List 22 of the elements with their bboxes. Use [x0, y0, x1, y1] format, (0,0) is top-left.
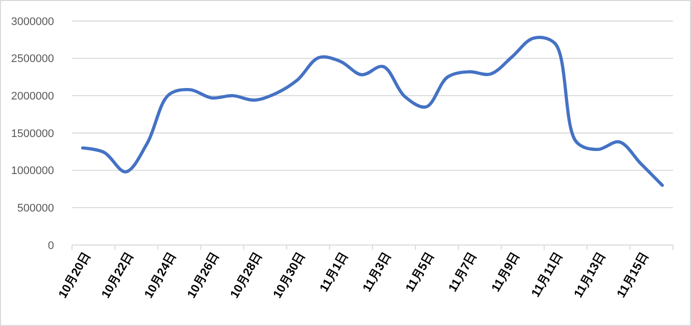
- y-tick-label: 3000000: [11, 16, 54, 28]
- x-tick-label: 10月20日: [55, 250, 93, 301]
- x-tick-label: 11月15日: [614, 250, 652, 300]
- y-tick-label: 1500000: [11, 128, 54, 140]
- y-tick-label: 500000: [17, 202, 54, 215]
- x-tick-label: 11月9日: [488, 250, 522, 294]
- y-tick-label: 1000000: [11, 165, 54, 178]
- line-series: [81, 36, 664, 187]
- x-tick-label: 10月30日: [270, 250, 308, 301]
- x-tick-label: 11月11日: [528, 250, 566, 300]
- x-tick-label: 10月28日: [227, 250, 265, 301]
- x-tick-label: 10月26日: [184, 250, 222, 301]
- x-tick-label: 11月3日: [360, 250, 394, 294]
- y-tick-label: 2000000: [11, 90, 54, 103]
- x-tick-label: 10月24日: [141, 250, 179, 301]
- x-tick-label: 10月22日: [98, 250, 136, 301]
- x-tick-label: 11月13日: [570, 250, 608, 300]
- x-tick-label: 11月7日: [446, 250, 480, 294]
- x-tick-label: 11月5日: [402, 250, 436, 294]
- y-tick-label: 2500000: [11, 53, 54, 66]
- x-tick-label: 11月1日: [316, 250, 351, 294]
- y-tick-label: 0: [48, 240, 54, 252]
